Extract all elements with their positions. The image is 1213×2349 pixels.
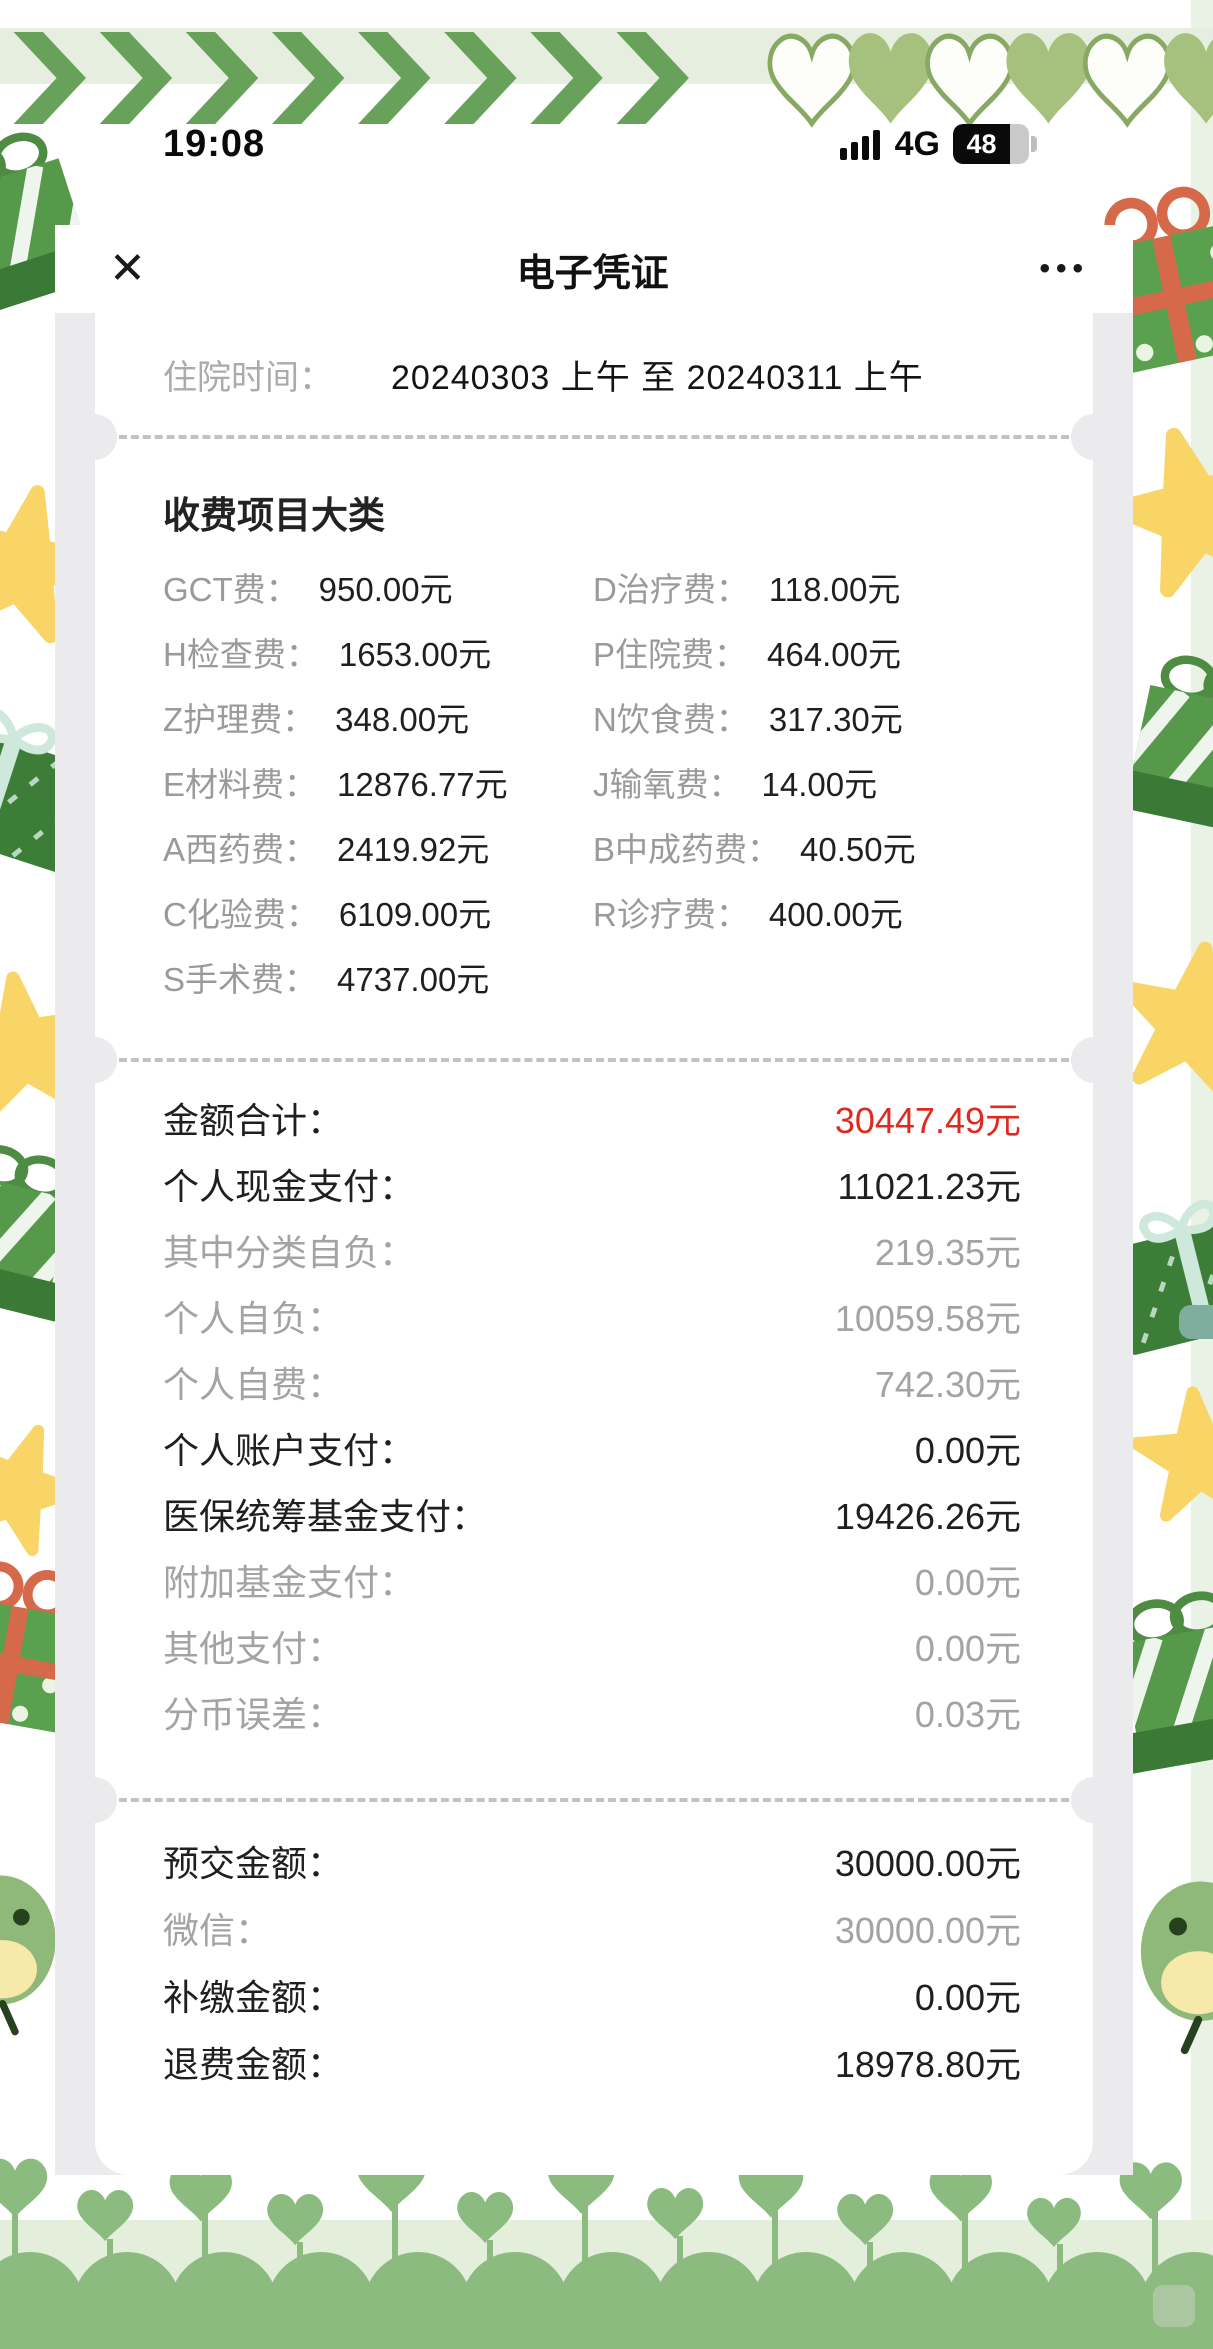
amount-row: 其他支付： 0.00元 bbox=[163, 1628, 1021, 1669]
amount-row: 分币误差： 0.03元 bbox=[163, 1694, 1021, 1735]
total-amount-value: 30447.49元 bbox=[834, 1100, 1021, 1141]
mascot-icon bbox=[0, 1865, 63, 2037]
amount-row: 补缴金额： 0.00元 bbox=[163, 1977, 1021, 2018]
amount-row: 个人账户支付： 0.00元 bbox=[163, 1430, 1021, 1471]
hospital-stay-label: 住院时间： bbox=[163, 358, 333, 397]
fee-item: P住院费： 464.00元 bbox=[593, 636, 901, 673]
fee-item: H检查费： 1653.00元 bbox=[163, 636, 492, 673]
fee-section-title: 收费项目大类 bbox=[163, 495, 385, 536]
star-icon bbox=[1128, 1385, 1213, 1522]
fee-item: J输氧费： 14.00元 bbox=[593, 766, 878, 803]
fee-item: N饮食费： 317.30元 bbox=[593, 701, 903, 738]
totals-section: 金额合计： 30447.49元 个人现金支付： 11021.23元 其中分类自负： 2… bbox=[95, 1062, 1093, 1748]
battery-icon: 48 bbox=[953, 124, 1037, 164]
more-menu-icon[interactable]: ••• bbox=[1039, 252, 1089, 285]
close-icon[interactable]: ✕ bbox=[109, 244, 146, 293]
fee-item: C化验费： 6109.00元 bbox=[163, 896, 492, 933]
chevron-pattern-icon bbox=[13, 32, 689, 124]
status-time: 19:08 bbox=[163, 122, 266, 165]
hospital-stay-value: 20240303 上午 至 20240311 上午 bbox=[391, 358, 924, 397]
amount-row: 其中分类自负： 219.35元 bbox=[163, 1232, 1021, 1273]
hospital-stay-row: 住院时间： 20240303 上午 至 20240311 上午 bbox=[95, 313, 1093, 435]
fee-item: D治疗费： 118.00元 bbox=[593, 571, 901, 608]
total-amount-row: 金额合计： 30447.49元 bbox=[163, 1088, 1021, 1154]
amount-row: 个人自费： 742.30元 bbox=[163, 1364, 1021, 1405]
battery-percent: 48 bbox=[953, 124, 1010, 164]
app-header: ✕ 电子凭证 ••• bbox=[55, 225, 1133, 313]
amount-row: 退费金额： 18978.80元 bbox=[163, 2044, 1021, 2085]
prepay-section: 预交金额： 30000.00元 微信： 30000.00元 补缴金额： 0.00元 退… bbox=[95, 1802, 1093, 2118]
dashed-divider bbox=[71, 1037, 1117, 1083]
fee-item: GCT费： 950.00元 bbox=[163, 571, 453, 608]
amount-row: 个人现金支付： 11021.23元 bbox=[163, 1166, 1021, 1207]
status-bar: 19:08 4G 48 bbox=[55, 118, 1133, 170]
fee-item: R诊疗费： 400.00元 bbox=[593, 896, 903, 933]
mascot-icon bbox=[1133, 1870, 1213, 2056]
fee-item: S手术费： 4737.00元 bbox=[163, 961, 490, 998]
fee-item: Z护理费： 348.00元 bbox=[163, 701, 470, 738]
page-title: 电子凭证 bbox=[516, 252, 669, 295]
dashed-divider bbox=[71, 1777, 1117, 1823]
amount-row: 医保统筹基金支付： 19426.26元 bbox=[163, 1496, 1021, 1537]
receipt-card: 住院时间： 20240303 上午 至 20240311 上午 收费项目大类 G… bbox=[71, 313, 1117, 2175]
signal-bars-icon bbox=[839, 130, 880, 160]
amount-row: 个人自负： 10059.58元 bbox=[163, 1298, 1021, 1339]
fee-grid: GCT费： 950.00元 D治疗费： 118.00元 H检查费： 1653.00元 … bbox=[95, 551, 1093, 1012]
amount-row: 微信： 30000.00元 bbox=[163, 1910, 1021, 1951]
fee-item: B中成药费： 40.50元 bbox=[593, 831, 916, 868]
amount-row: 预交金额： 30000.00元 bbox=[163, 1843, 1021, 1884]
teal-dot-icon bbox=[1179, 1305, 1213, 1339]
watermark-badge bbox=[1153, 2285, 1195, 2327]
fee-item: E材料费： 12876.77元 bbox=[163, 766, 508, 803]
app-screen: ✕ 电子凭证 ••• 住院时间： 20240303 上午 至 20240311 … bbox=[55, 225, 1133, 2175]
heart-sprouts-meadow-icon bbox=[0, 2148, 1213, 2349]
fee-item: A西药费： 2419.92元 bbox=[163, 831, 490, 868]
network-type-label: 4G bbox=[894, 124, 940, 163]
page-body: 住院时间： 20240303 上午 至 20240311 上午 收费项目大类 G… bbox=[55, 313, 1133, 2175]
amount-row: 附加基金支付： 0.00元 bbox=[163, 1562, 1021, 1603]
dashed-divider bbox=[71, 414, 1117, 460]
